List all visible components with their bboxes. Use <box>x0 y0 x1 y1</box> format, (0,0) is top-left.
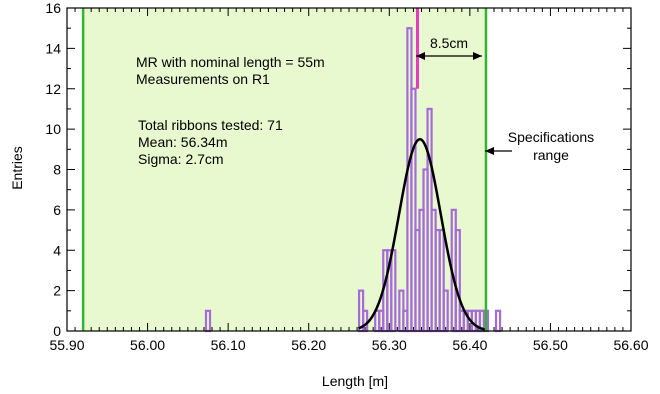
y-tick-label: 2 <box>53 283 61 299</box>
x-tick-label: 56.10 <box>211 337 246 353</box>
y-tick-label: 8 <box>53 162 61 178</box>
x-tick-label: 56.40 <box>452 337 487 353</box>
y-tick-label: 16 <box>45 0 61 16</box>
y-tick-label: 14 <box>45 40 61 56</box>
x-tick-label: 56.30 <box>372 337 407 353</box>
x-tick-label: 55.90 <box>49 337 84 353</box>
y-tick-label: 6 <box>53 202 61 218</box>
y-tick-label: 12 <box>45 81 61 97</box>
spec-label-line-1: Specifications <box>508 129 594 145</box>
info-line-1: MR with nominal length = 55m <box>136 54 325 70</box>
y-gridless-ticks: 0 2 4 6 8 10 12 14 16 <box>45 0 631 339</box>
info-line-2: Measurements on R1 <box>136 71 270 87</box>
x-gridless-ticks: 55.90 56.00 56.10 56.20 56.30 56.40 56.50 56.60 <box>49 8 649 353</box>
spec-range-arrow <box>485 147 512 155</box>
x-tick-label: 56.60 <box>613 337 648 353</box>
y-tick-label: 0 <box>53 323 61 339</box>
stat-line-1: Total ribbons tested: 71 <box>138 117 283 133</box>
y-tick-label: 4 <box>53 242 61 258</box>
stat-line-3: Sigma: 2.7cm <box>138 151 224 167</box>
x-tick-label: 56.20 <box>291 337 326 353</box>
x-tick-label: 56.50 <box>533 337 568 353</box>
x-axis-label: Length [m] <box>322 373 388 389</box>
y-tick-label: 10 <box>45 121 61 137</box>
x-tick-label: 56.00 <box>130 337 165 353</box>
stat-line-2: Mean: 56.34m <box>138 134 228 150</box>
gaussian-fit-curve <box>358 137 487 331</box>
plot-frame <box>66 7 632 332</box>
y-axis-label: Entries <box>9 146 25 190</box>
spec-label-line-2: range <box>533 147 569 163</box>
distance-arrow <box>416 52 482 60</box>
distance-label: 8.5cm <box>430 35 468 51</box>
